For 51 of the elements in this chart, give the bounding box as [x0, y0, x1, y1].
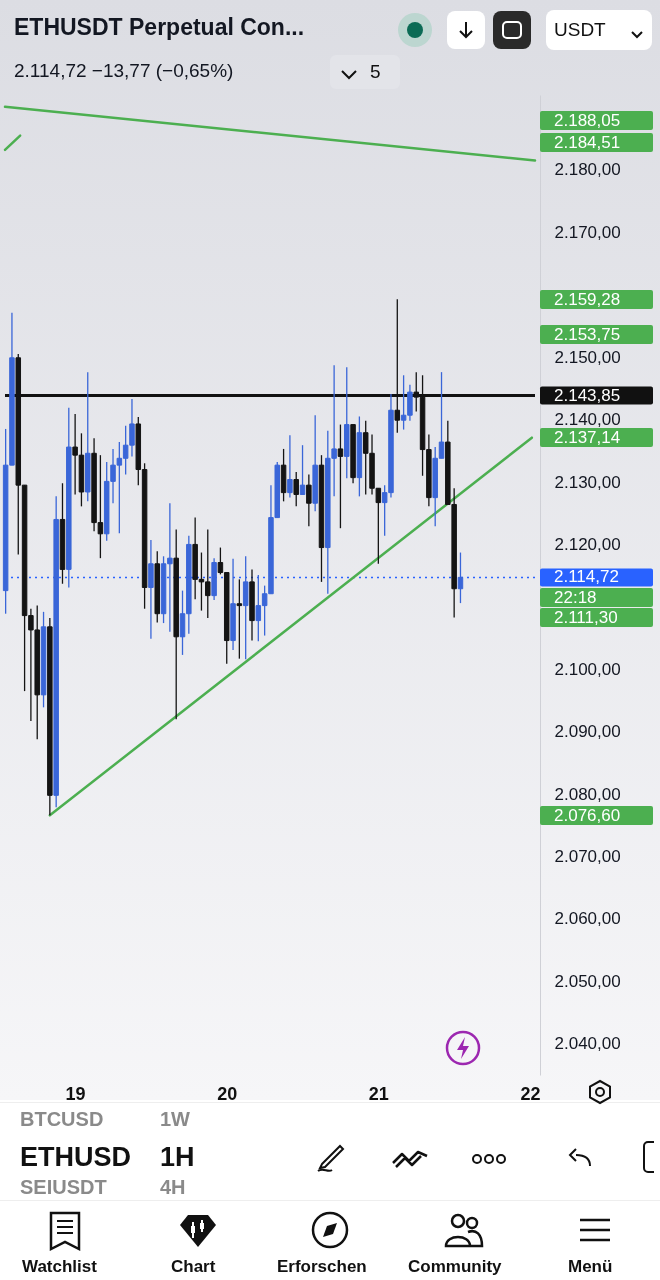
text: USDT: [546, 10, 652, 50]
y-tick-label: 2.080,00: [554, 784, 621, 804]
candlestick: [287, 434, 293, 499]
x-tick-label: 22: [520, 1083, 541, 1104]
text: 4H: [160, 1176, 186, 1199]
text: 22:18: [540, 587, 653, 607]
candlestick: [148, 539, 154, 640]
y-tick-label: 2.050,00: [554, 971, 621, 991]
candlestick: [299, 444, 306, 496]
text: Menü: [568, 1257, 613, 1277]
y-tick-label: 2.070,00: [554, 847, 621, 867]
ref-line-label: 2.143,85: [554, 385, 621, 405]
text: 2.076,60: [540, 805, 653, 825]
x-tick-label: 20: [217, 1083, 238, 1104]
candlestick: [236, 578, 243, 660]
text: Watchlist: [22, 1257, 97, 1277]
candlestick: [337, 423, 344, 529]
ref-line-label: 2.114,72: [554, 567, 619, 587]
y-tick-label: 2.040,00: [554, 1034, 621, 1054]
text: BTCUSD: [20, 1108, 104, 1131]
candlestick: [306, 473, 312, 527]
y-tick-label: 2.140,00: [554, 410, 621, 430]
y-tick-label: 2.180,00: [554, 160, 621, 180]
text: Chart: [171, 1257, 216, 1277]
y-tick-label: 2.090,00: [554, 722, 621, 742]
text: 2.188,05: [540, 110, 653, 130]
chart-subtitle: 2.114,72 −13,77 (−0,65%): [14, 60, 234, 82]
text: 1W: [160, 1108, 190, 1131]
text: SEIUSDT: [20, 1176, 107, 1199]
y-tick-label: 2.060,00: [554, 909, 621, 929]
y-tick-label: 2.120,00: [554, 534, 621, 554]
text: 2.153,75: [540, 324, 653, 344]
text: 2.111,30: [540, 607, 653, 627]
candlestick: [242, 555, 249, 660]
x-tick-label: 21: [368, 1083, 389, 1104]
text: 2.137,14: [540, 427, 653, 447]
text: Erforschen: [277, 1257, 367, 1277]
candlestick: [457, 551, 464, 604]
y-tick-label: 2.100,00: [554, 659, 621, 679]
text: Community: [408, 1257, 502, 1277]
chart-title: ETHUSDT Perpetual Con...: [14, 14, 305, 41]
y-tick-label: 2.130,00: [554, 472, 621, 492]
text: 1H: [160, 1142, 195, 1173]
y-tick-label: 2.150,00: [554, 347, 621, 367]
text: 2.159,28: [540, 289, 653, 309]
x-tick-label: 19: [65, 1083, 86, 1104]
text: 2.184,51: [540, 132, 653, 152]
y-tick-label: 2.170,00: [554, 222, 621, 242]
text: 5: [370, 61, 381, 83]
candlestick: [293, 471, 299, 507]
text: ETHUSD: [20, 1142, 132, 1173]
